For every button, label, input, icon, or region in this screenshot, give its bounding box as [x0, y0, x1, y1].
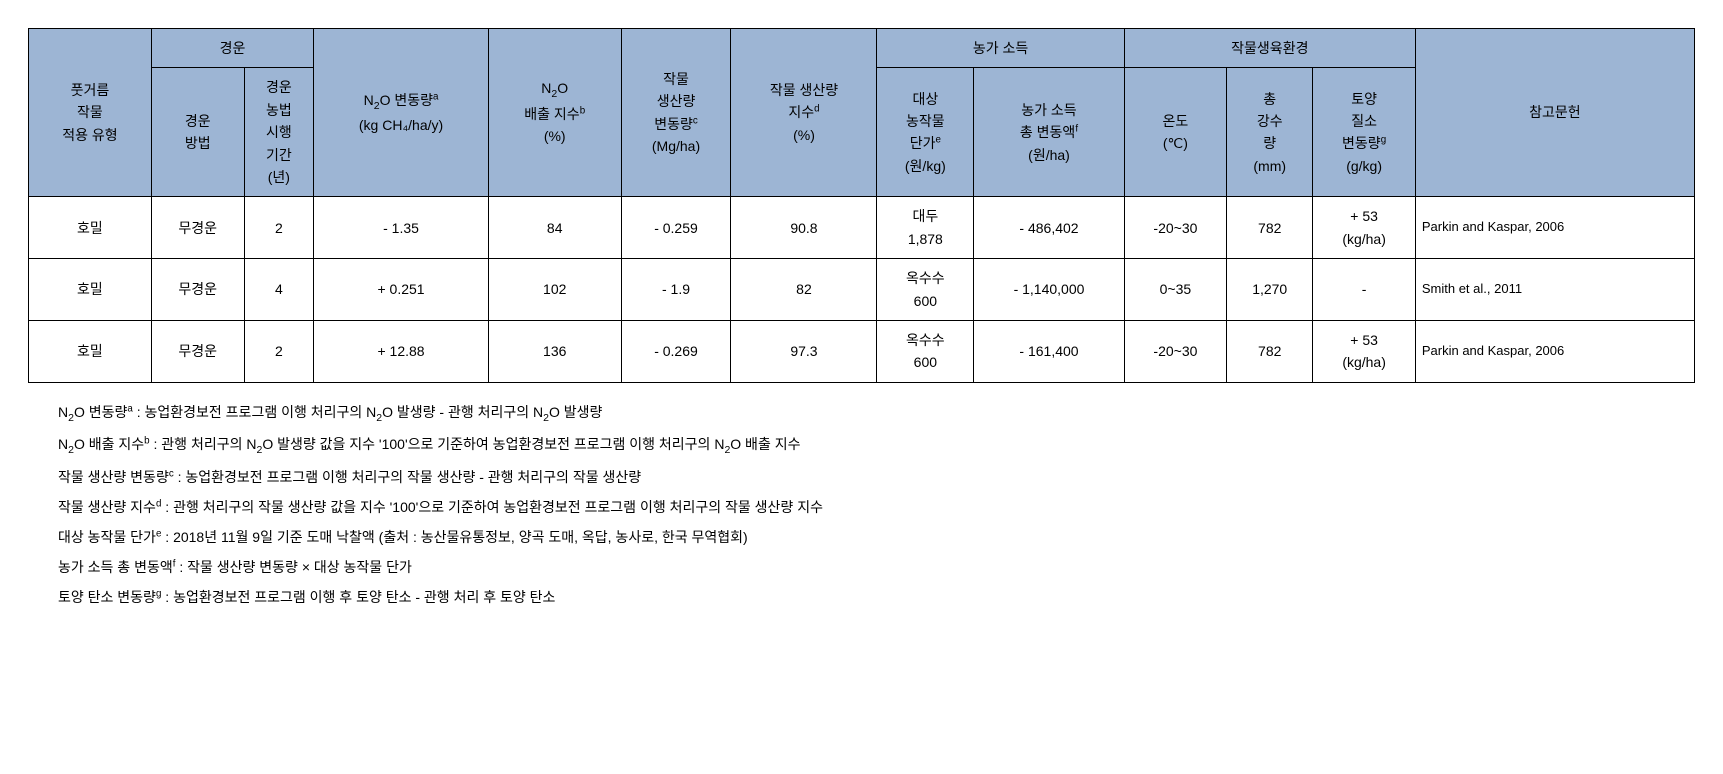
table-cell: 옥수수600 [877, 259, 974, 321]
header-unit-price: 대상농작물단가e(원/kg) [877, 68, 974, 197]
table-cell: 호밀 [29, 259, 152, 321]
table-body: 호밀무경운2- 1.3584- 0.25990.8대두1,878- 486,40… [29, 197, 1695, 382]
table-cell: + 53(kg/ha) [1313, 197, 1416, 259]
header-n2o-index: N2O배출 지수b(%) [488, 29, 621, 197]
footnote-a: N2O 변동량a : 농업환경보전 프로그램 이행 처리구의 N2O 발생량 -… [58, 398, 1695, 429]
header-temp: 온도(℃) [1124, 68, 1226, 197]
table-header: 풋거름작물적용 유형 경운 N2O 변동량a(kg CH₄/ha/y) N2O배… [29, 29, 1695, 197]
header-precip: 총강수량(mm) [1227, 68, 1313, 197]
table-cell: 대두1,878 [877, 197, 974, 259]
table-cell: Parkin and Kaspar, 2006 [1415, 320, 1694, 382]
table-cell: -20~30 [1124, 320, 1226, 382]
table-cell: 136 [488, 320, 621, 382]
table-cell: 4 [244, 259, 314, 321]
table-cell: 1,270 [1227, 259, 1313, 321]
header-soil-n: 토양질소변동량g(g/kg) [1313, 68, 1416, 197]
table-cell: 호밀 [29, 320, 152, 382]
table-cell: 2 [244, 197, 314, 259]
table-cell: 무경운 [151, 320, 244, 382]
table-row: 호밀무경운2- 1.3584- 0.25990.8대두1,878- 486,40… [29, 197, 1695, 259]
table-cell: + 12.88 [314, 320, 489, 382]
table-cell: 무경운 [151, 259, 244, 321]
header-crop-index: 작물 생산량지수d(%) [731, 29, 877, 197]
data-table: 풋거름작물적용 유형 경운 N2O 변동량a(kg CH₄/ha/y) N2O배… [28, 28, 1695, 383]
table-cell: 호밀 [29, 197, 152, 259]
header-ref: 참고문헌 [1415, 29, 1694, 197]
footnote-e: 대상 농작물 단가e : 2018년 11월 9일 기준 도매 낙찰액 (출처 … [58, 523, 1695, 551]
table-cell: - 0.259 [621, 197, 731, 259]
table-cell: 90.8 [731, 197, 877, 259]
header-income-change: 농가 소득총 변동액f(원/ha) [974, 68, 1125, 197]
header-tillage-group: 경운 [151, 29, 313, 68]
header-crop-change: 작물생산량변동량c(Mg/ha) [621, 29, 731, 197]
table-cell: - [1313, 259, 1416, 321]
header-tillage-method: 경운방법 [151, 68, 244, 197]
table-cell: - 161,400 [974, 320, 1125, 382]
header-tillage-period: 경운농법시행기간(년) [244, 68, 314, 197]
table-cell: 782 [1227, 197, 1313, 259]
header-env-group: 작물생육환경 [1124, 29, 1415, 68]
table-cell: - 1.35 [314, 197, 489, 259]
table-cell: Smith et al., 2011 [1415, 259, 1694, 321]
table-cell: 82 [731, 259, 877, 321]
footnotes: N2O 변동량a : 농업환경보전 프로그램 이행 처리구의 N2O 발생량 -… [28, 398, 1695, 612]
footnote-f: 농가 소득 총 변동액f : 작물 생산량 변동량 × 대상 농작물 단가 [58, 553, 1695, 581]
footnote-g: 토양 탄소 변동량g : 농업환경보전 프로그램 이행 후 토양 탄소 - 관행… [58, 583, 1695, 611]
header-income-group: 농가 소득 [877, 29, 1124, 68]
footnote-c: 작물 생산량 변동량c : 농업환경보전 프로그램 이행 처리구의 작물 생산량… [58, 463, 1695, 491]
table-cell: - 0.269 [621, 320, 731, 382]
table-cell: 0~35 [1124, 259, 1226, 321]
table-cell: 옥수수600 [877, 320, 974, 382]
header-n2o-change: N2O 변동량a(kg CH₄/ha/y) [314, 29, 489, 197]
table-cell: - 486,402 [974, 197, 1125, 259]
table-cell: -20~30 [1124, 197, 1226, 259]
table-row: 호밀무경운4+ 0.251102- 1.982옥수수600- 1,140,000… [29, 259, 1695, 321]
table-cell: 102 [488, 259, 621, 321]
table-cell: - 1,140,000 [974, 259, 1125, 321]
table-cell: 782 [1227, 320, 1313, 382]
table-cell: 84 [488, 197, 621, 259]
table-cell: 97.3 [731, 320, 877, 382]
table-cell: Parkin and Kaspar, 2006 [1415, 197, 1694, 259]
table-row: 호밀무경운2+ 12.88136- 0.26997.3옥수수600- 161,4… [29, 320, 1695, 382]
table-cell: + 53(kg/ha) [1313, 320, 1416, 382]
table-cell: 2 [244, 320, 314, 382]
table-cell: - 1.9 [621, 259, 731, 321]
footnote-b: N2O 배출 지수b : 관행 처리구의 N2O 발생량 값을 지수 '100'… [58, 430, 1695, 461]
table-cell: 무경운 [151, 197, 244, 259]
footnote-d: 작물 생산량 지수d : 관행 처리구의 작물 생산량 값을 지수 '100'으… [58, 493, 1695, 521]
header-crop-type: 풋거름작물적용 유형 [29, 29, 152, 197]
table-cell: + 0.251 [314, 259, 489, 321]
